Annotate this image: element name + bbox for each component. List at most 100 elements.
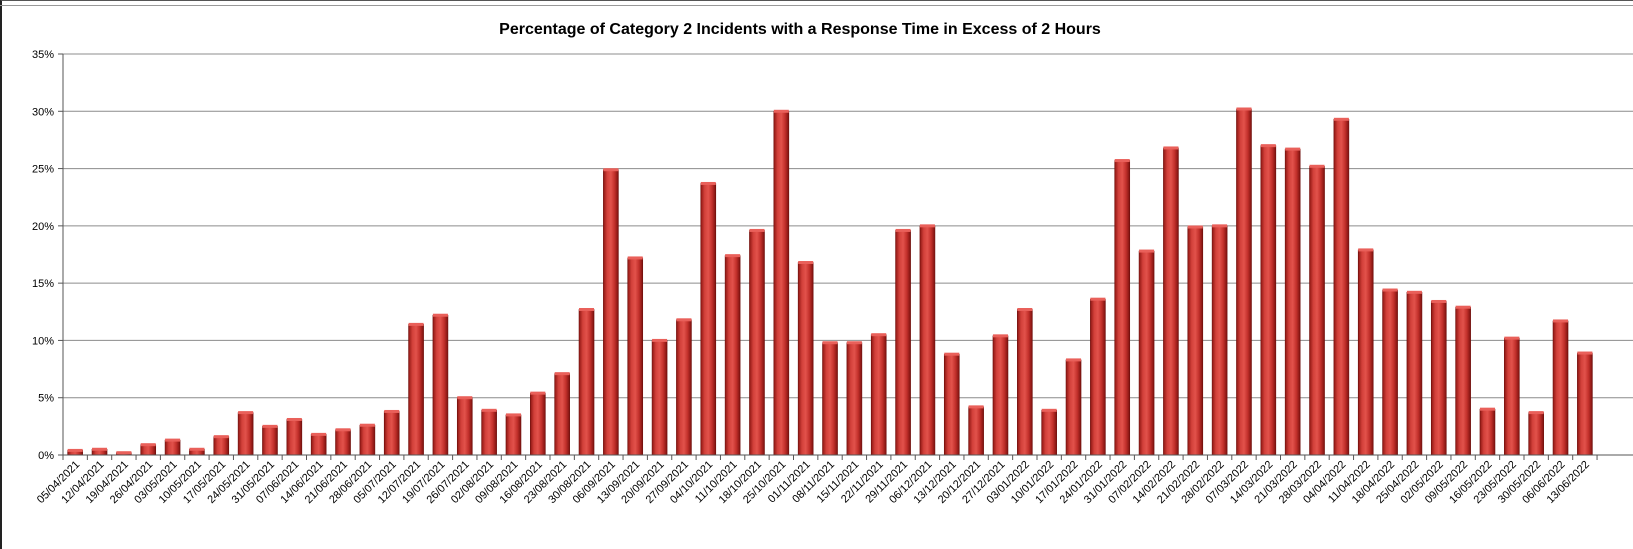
bar-body	[408, 324, 424, 456]
bar-body	[1211, 225, 1228, 456]
bar	[237, 411, 254, 456]
bar	[1017, 307, 1033, 456]
bar	[1065, 358, 1082, 456]
bar-top	[1236, 107, 1252, 111]
bar	[67, 448, 83, 456]
bar	[797, 261, 814, 456]
bar-top	[1333, 117, 1349, 121]
bar	[1114, 159, 1131, 456]
bar	[456, 396, 473, 456]
bar-body	[822, 342, 838, 456]
bar-top	[481, 408, 497, 412]
bar	[1187, 225, 1204, 456]
bar-top	[798, 261, 814, 265]
bar-body	[1260, 145, 1277, 456]
bar-top	[1553, 319, 1569, 323]
bar-body	[700, 183, 717, 456]
bar	[651, 338, 668, 456]
bar-body	[237, 412, 254, 456]
bar-top	[1528, 411, 1544, 415]
bar-top	[1577, 351, 1593, 355]
bar-body	[1406, 292, 1423, 456]
bar	[140, 443, 157, 456]
bar-body	[164, 439, 181, 456]
bar-top	[505, 413, 521, 417]
bar-body	[554, 373, 570, 456]
bar	[846, 341, 863, 456]
bar-body	[1236, 108, 1252, 456]
bar	[943, 352, 960, 456]
bar-body	[627, 257, 644, 456]
bar-body	[1528, 412, 1544, 456]
bar-body	[1017, 309, 1033, 456]
bar	[359, 423, 376, 456]
y-tick-label: 20%	[32, 221, 54, 233]
bar	[1552, 319, 1569, 456]
bar	[1041, 408, 1057, 456]
bar-top	[603, 168, 619, 172]
bar	[1504, 336, 1520, 456]
bar-top	[1114, 159, 1130, 163]
y-tick-label: 35%	[32, 49, 54, 61]
bar-top	[286, 417, 302, 421]
bar	[530, 391, 546, 456]
bar	[1406, 290, 1423, 456]
bar-body	[1284, 148, 1301, 456]
bar	[1577, 351, 1593, 456]
bar-body	[505, 414, 522, 456]
bar	[1090, 297, 1106, 456]
bar-top	[408, 322, 424, 326]
bar	[1138, 249, 1155, 456]
bar-top	[67, 448, 83, 452]
bar	[749, 228, 765, 456]
bar-top	[359, 423, 375, 427]
bar	[1455, 305, 1471, 456]
bar	[992, 334, 1009, 456]
bar	[1211, 224, 1228, 456]
bar-top	[822, 341, 838, 345]
bar-body	[724, 255, 741, 456]
bar-body	[213, 436, 230, 456]
top-divider	[0, 0, 1633, 6]
bar	[870, 333, 887, 456]
bar	[773, 109, 790, 456]
bar-body	[1552, 320, 1569, 456]
bar-body	[432, 314, 449, 456]
bar-body	[1138, 250, 1155, 456]
bar	[335, 428, 351, 456]
bar-top	[944, 352, 960, 356]
bar-body	[1114, 160, 1131, 456]
bar-top	[1504, 336, 1520, 340]
bar-top	[652, 338, 668, 342]
bar-top	[1017, 307, 1033, 311]
bar-body	[1041, 410, 1057, 456]
bar	[1163, 146, 1179, 456]
bar-body	[1430, 301, 1447, 456]
bar-body	[676, 319, 692, 456]
bar-top	[1479, 407, 1495, 411]
bar-top	[432, 313, 448, 317]
bar-body	[1090, 298, 1106, 456]
bar-top	[92, 447, 108, 451]
bar	[1236, 107, 1252, 456]
bar	[1430, 299, 1447, 456]
bar-top	[773, 109, 789, 113]
bar-top	[213, 435, 229, 439]
bar-body	[1065, 359, 1082, 456]
bar-top	[116, 451, 132, 455]
bar-body	[262, 426, 278, 456]
bar	[578, 307, 595, 456]
bar-body	[1357, 249, 1374, 456]
bar-body	[1309, 165, 1325, 456]
bar-body	[1187, 226, 1204, 456]
bar-top	[335, 428, 351, 432]
bar	[505, 413, 522, 456]
bar-top	[919, 224, 935, 228]
bar-top	[871, 333, 887, 337]
bar-top	[1309, 164, 1325, 168]
bar-body	[846, 342, 863, 456]
bar-body	[335, 429, 351, 456]
bar-body	[1577, 352, 1593, 456]
x-axis-ticks: 05/04/202112/04/202119/04/202126/04/2021…	[35, 455, 1598, 506]
bar-body	[140, 444, 157, 456]
